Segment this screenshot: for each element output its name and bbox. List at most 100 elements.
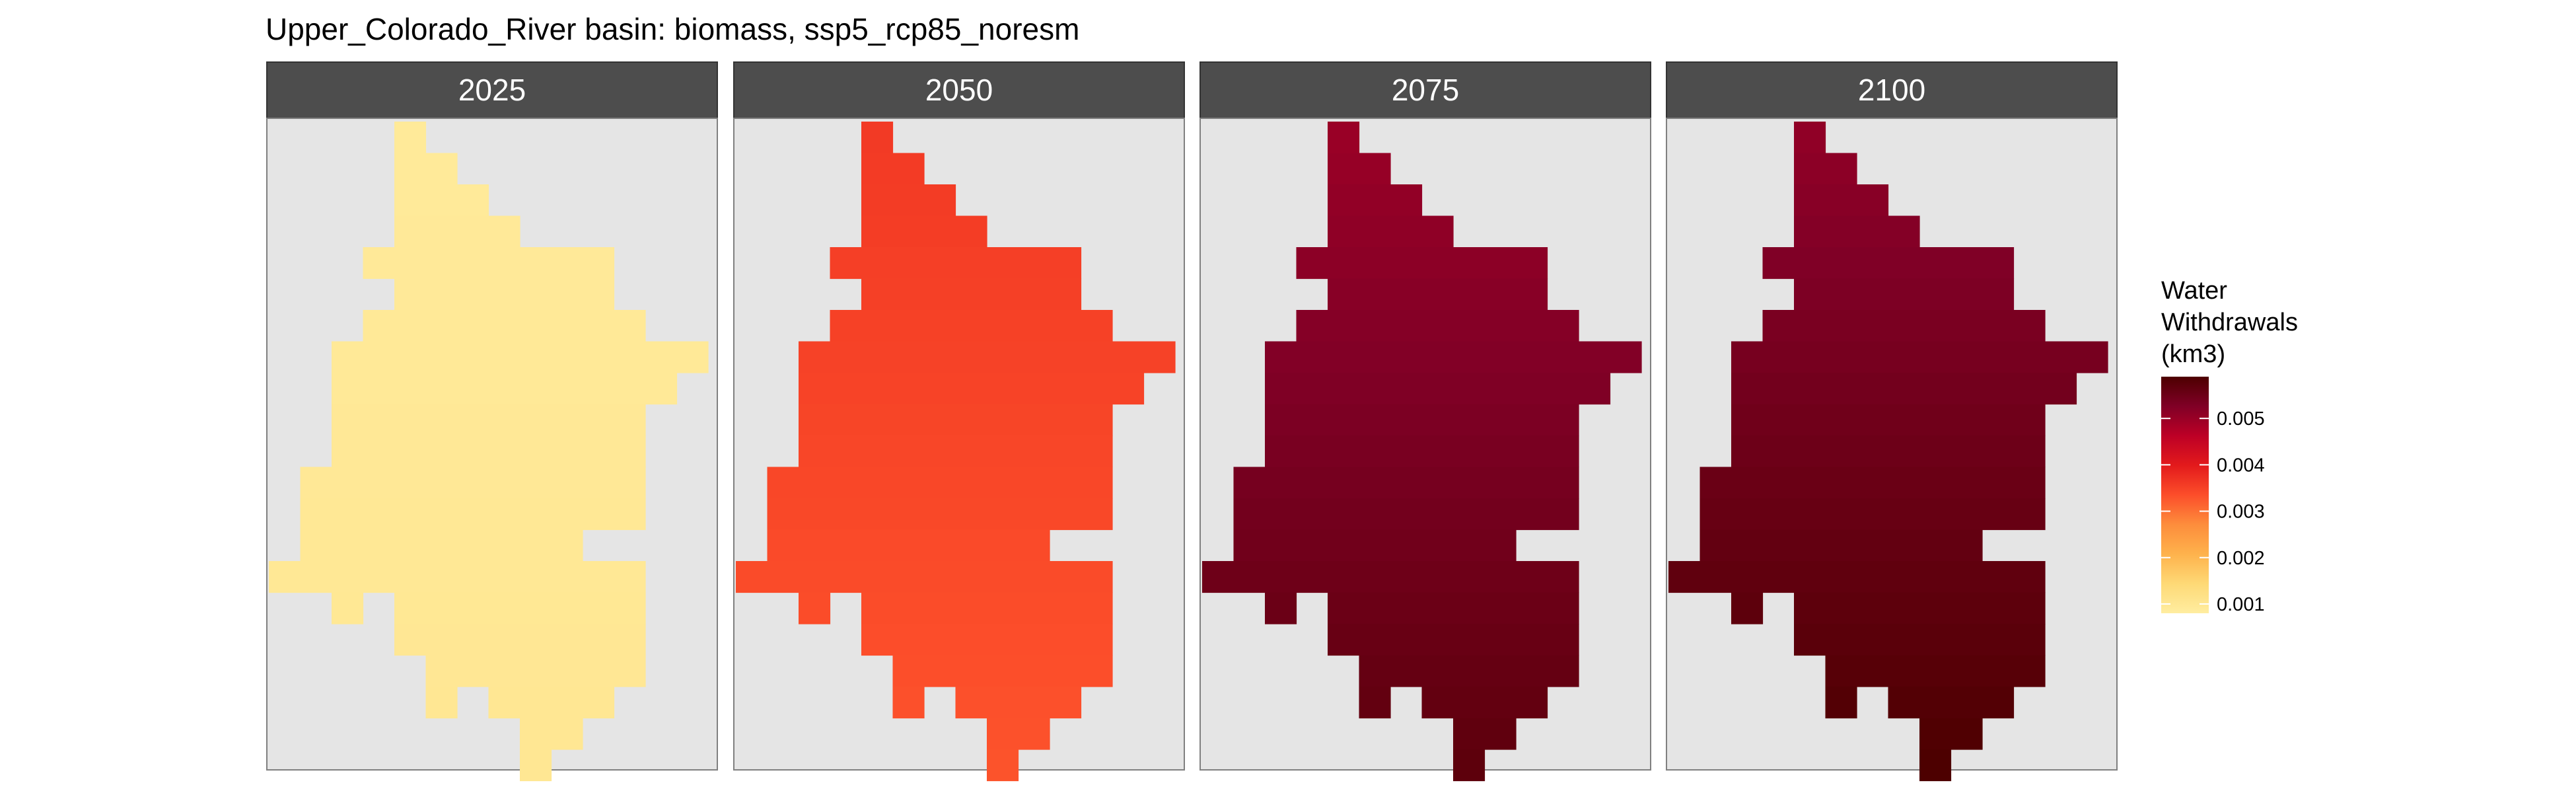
heatmap-cell (1265, 435, 1579, 468)
legend-title: (km3) (2161, 340, 2225, 368)
heatmap-cell (1265, 341, 1642, 373)
heatmap-cell (1731, 592, 1764, 624)
heatmap-cell (394, 215, 520, 248)
heatmap-cell (1794, 215, 1920, 248)
facet-panel-2025: 2025 (266, 61, 718, 782)
heatmap-cell (1265, 592, 1297, 624)
heatmap-cell (1265, 373, 1611, 405)
heatmap-cell (767, 467, 1113, 499)
heatmap-cell (987, 749, 1019, 782)
heatmap-cell (1233, 467, 1579, 499)
heatmap-cell (520, 749, 552, 782)
heatmap-cell (799, 435, 1113, 468)
heatmap-cell (1731, 404, 2046, 436)
heatmap-cell (1731, 435, 2046, 468)
heatmap-cell (1699, 498, 2046, 531)
heatmap-cell (1794, 122, 1826, 154)
heatmap-cell (861, 592, 1113, 624)
heatmap-cell (332, 373, 678, 405)
heatmap-cell (1919, 718, 1983, 750)
heatmap-cell (1328, 624, 1579, 656)
heatmap-cell (1421, 687, 1548, 719)
heatmap-cell (861, 184, 956, 217)
facet-strip-label: 2075 (1392, 73, 1459, 107)
heatmap-cell (394, 153, 458, 185)
heatmap-cell (1328, 184, 1423, 217)
heatmap-cell (269, 561, 646, 593)
heatmap-cell (332, 435, 646, 468)
facet-strip (733, 61, 1185, 119)
facet-panel-2050: 2050 (733, 61, 1185, 782)
legend-title: Withdrawals (2161, 309, 2298, 336)
heatmap-cell (425, 687, 458, 719)
heatmap-cell (1233, 498, 1579, 531)
heatmap-cell (1762, 310, 2046, 342)
heatmap-cell (1328, 215, 1454, 248)
heatmap-cell (332, 341, 709, 373)
heatmap-cell (1794, 278, 2015, 311)
heatmap-cell (1762, 247, 2015, 280)
heatmap-cell (1453, 718, 1517, 750)
heatmap-cell (1699, 467, 2046, 499)
heatmap-cell (767, 498, 1113, 531)
heatmap-cell (1794, 153, 1857, 185)
heatmap-cell (394, 122, 427, 154)
heatmap-cell (300, 498, 646, 531)
heatmap-cell (394, 278, 615, 311)
heatmap-cell (1453, 749, 1485, 782)
heatmap-cell (799, 341, 1176, 373)
heatmap-cell (1794, 184, 1889, 217)
legend-tick-label: 0.002 (2217, 548, 2265, 569)
heatmap-cell (1359, 655, 1579, 687)
heatmap-cell (1888, 687, 2015, 719)
heatmap-cell (1296, 310, 1579, 342)
legend-colorbar (2161, 377, 2209, 613)
heatmap-cell (861, 278, 1082, 311)
heatmap-cell (1668, 561, 2046, 593)
legend-tick-label: 0.004 (2217, 455, 2265, 476)
heatmap-cell (861, 624, 1113, 656)
heatmap-cell (394, 624, 646, 656)
heatmap-cell (767, 529, 1050, 562)
facet-panel-2075: 2075 (1199, 61, 1651, 782)
facet-panels: 2025 2050 2075 2100 (266, 61, 2118, 782)
legend-title: Water (2161, 277, 2227, 305)
facet-strip (1199, 61, 1651, 119)
chart-title: Upper_Colorado_River basin: biomass, ssp… (266, 12, 1079, 46)
heatmap-cell (861, 122, 894, 154)
heatmap-cell (955, 687, 1082, 719)
heatmap-cell (363, 247, 615, 280)
heatmap-cell (1731, 341, 2108, 373)
heatmap-cell (799, 592, 831, 624)
heatmap-cell (1328, 592, 1579, 624)
legend-tick-label: 0.005 (2217, 408, 2265, 430)
heatmap-cell (394, 184, 489, 217)
facet-strip-label: 2025 (458, 73, 526, 107)
facet-strip-label: 2100 (1858, 73, 1925, 107)
heatmap-cell (520, 718, 583, 750)
heatmap-cell (830, 247, 1082, 280)
heatmap-cell (488, 687, 615, 719)
heatmap-cell (799, 404, 1113, 436)
heatmap-cell (1825, 687, 1857, 719)
heatmap-cell (1825, 655, 2046, 687)
heatmap-cell (861, 215, 987, 248)
heatmap-cell (1233, 529, 1517, 562)
heatmap-cell (799, 373, 1145, 405)
facet-strip-label: 2050 (925, 73, 993, 107)
heatmap-cell (1296, 247, 1548, 280)
heatmap-cell (363, 310, 646, 342)
heatmap-cell (892, 687, 925, 719)
heatmap-cell (1265, 404, 1579, 436)
heatmap-cell (861, 153, 925, 185)
heatmap-cell (1328, 122, 1360, 154)
heatmap-cell (425, 655, 646, 687)
heatmap-cell (1919, 749, 1952, 782)
heatmap-cell (1359, 687, 1391, 719)
legend-tick-label: 0.001 (2217, 594, 2265, 615)
facet-panel-2100: 2100 (1666, 61, 2118, 782)
heatmap-cell (332, 592, 364, 624)
heatmap-cell (300, 529, 583, 562)
heatmap-cell (1794, 592, 2046, 624)
